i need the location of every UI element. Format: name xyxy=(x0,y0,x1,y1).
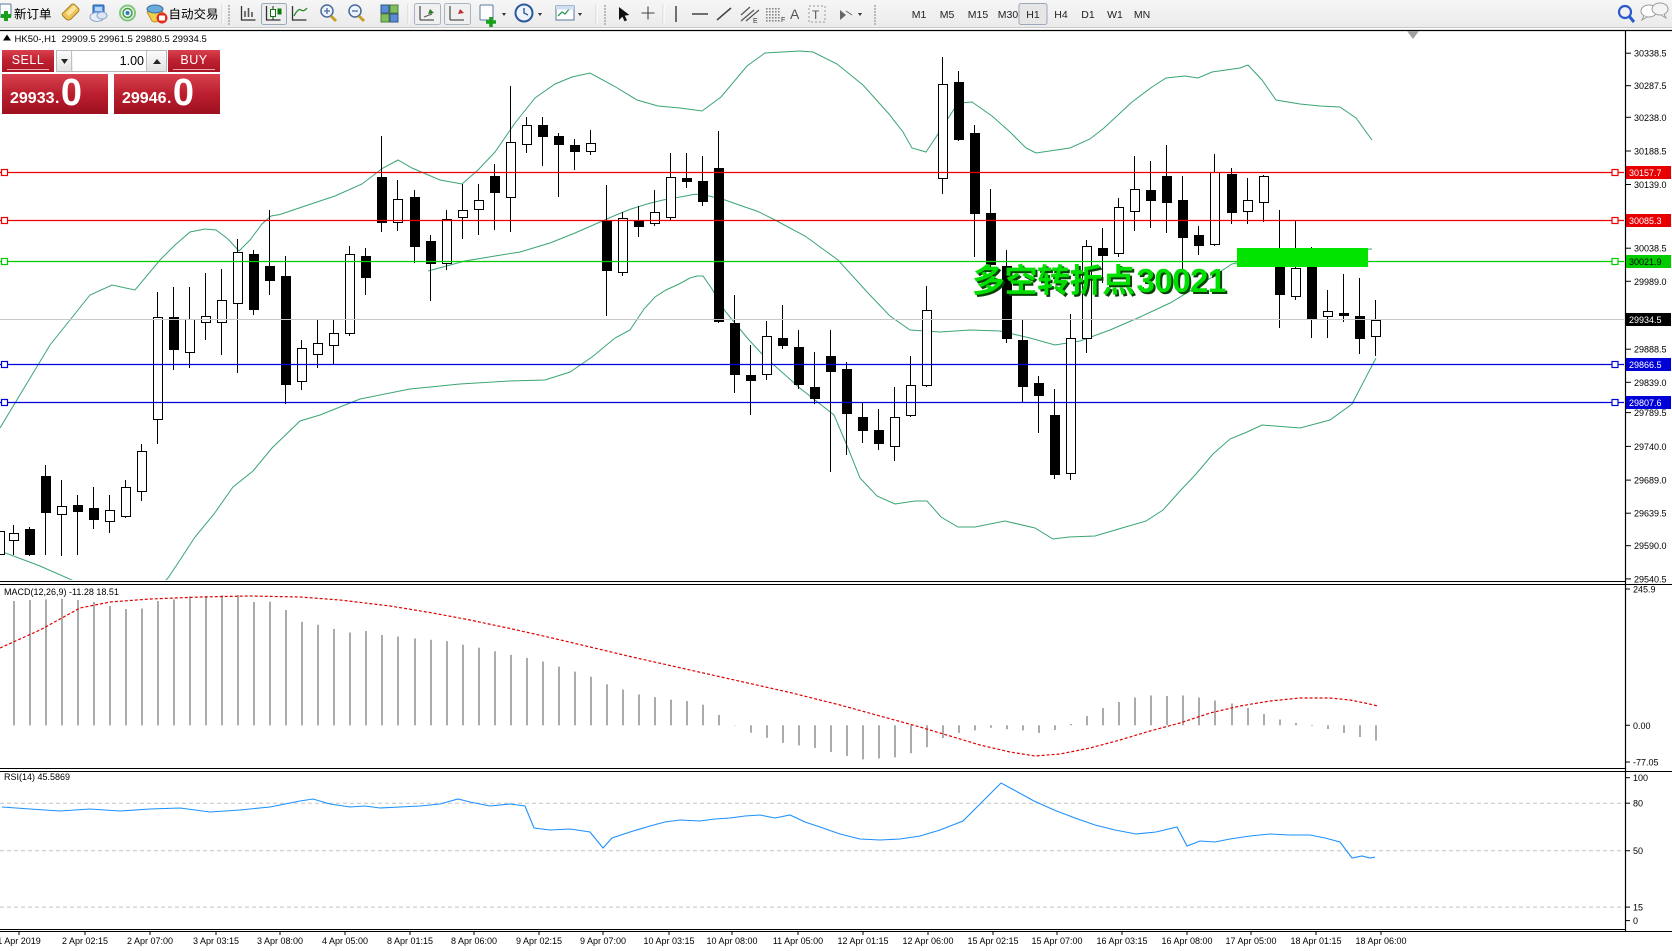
svg-text:12 Apr 06:00: 12 Apr 06:00 xyxy=(902,936,953,946)
svg-text:RSI(14) 45.5869: RSI(14) 45.5869 xyxy=(4,772,70,782)
svg-text:H4: H4 xyxy=(1054,9,1068,21)
svg-text:29839.0: 29839.0 xyxy=(1634,378,1667,388)
svg-text:245.9: 245.9 xyxy=(1633,585,1656,595)
svg-text:MN: MN xyxy=(1134,9,1150,21)
svg-text:H1: H1 xyxy=(1026,9,1040,21)
svg-text:29989.0: 29989.0 xyxy=(1634,277,1667,287)
svg-text:29888.5: 29888.5 xyxy=(1634,345,1667,355)
svg-text:A: A xyxy=(790,6,800,22)
svg-text:0.00: 0.00 xyxy=(1633,721,1651,731)
svg-text:HK50-,H1 29909.5 29961.5 2988: HK50-,H1 29909.5 29961.5 29880.5 29934.5 xyxy=(15,34,207,45)
svg-text:30238.0: 30238.0 xyxy=(1634,113,1667,123)
svg-text:29740.0: 29740.0 xyxy=(1634,442,1667,452)
svg-text:1 Apr 2019: 1 Apr 2019 xyxy=(0,936,41,946)
svg-text:W1: W1 xyxy=(1107,9,1123,21)
svg-text:17 Apr 05:00: 17 Apr 05:00 xyxy=(1225,936,1276,946)
svg-text:12 Apr 01:15: 12 Apr 01:15 xyxy=(837,936,888,946)
svg-text:M15: M15 xyxy=(968,9,989,21)
svg-text:29639.5: 29639.5 xyxy=(1634,509,1667,519)
svg-text:0: 0 xyxy=(1633,916,1638,926)
svg-text:9 Apr 02:15: 9 Apr 02:15 xyxy=(516,936,562,946)
svg-text:16 Apr 03:15: 16 Apr 03:15 xyxy=(1096,936,1147,946)
svg-text:M5: M5 xyxy=(940,9,955,21)
svg-text:3 Apr 08:00: 3 Apr 08:00 xyxy=(257,936,303,946)
svg-text:4 Apr 05:00: 4 Apr 05:00 xyxy=(322,936,368,946)
svg-text:29689.0: 29689.0 xyxy=(1634,476,1667,486)
svg-text:3 Apr 03:15: 3 Apr 03:15 xyxy=(193,936,239,946)
svg-text:-77.05: -77.05 xyxy=(1633,758,1659,768)
svg-text:30021: 30021 xyxy=(1139,264,1228,301)
svg-text:100: 100 xyxy=(1633,773,1648,783)
svg-text:29866.5: 29866.5 xyxy=(1629,360,1662,370)
svg-text:80: 80 xyxy=(1633,799,1643,809)
svg-text:18 Apr 01:15: 18 Apr 01:15 xyxy=(1290,936,1341,946)
svg-text:2 Apr 02:15: 2 Apr 02:15 xyxy=(62,936,108,946)
svg-text:9 Apr 07:00: 9 Apr 07:00 xyxy=(580,936,626,946)
svg-text:30139.0: 30139.0 xyxy=(1634,180,1667,190)
svg-text:30157.7: 30157.7 xyxy=(1629,168,1662,178)
svg-text:2 Apr 07:00: 2 Apr 07:00 xyxy=(127,936,173,946)
svg-text:30287.5: 30287.5 xyxy=(1634,81,1667,91)
svg-text:10 Apr 08:00: 10 Apr 08:00 xyxy=(706,936,757,946)
svg-text:MACD(12,26,9) -11.28 18.51: MACD(12,26,9) -11.28 18.51 xyxy=(4,587,119,597)
svg-text:29807.6: 29807.6 xyxy=(1629,398,1662,408)
svg-text:29789.5: 29789.5 xyxy=(1634,408,1667,418)
svg-text:50: 50 xyxy=(1633,846,1643,856)
svg-text:30338.5: 30338.5 xyxy=(1634,49,1667,59)
svg-text:15 Apr 07:00: 15 Apr 07:00 xyxy=(1031,936,1082,946)
svg-text:E: E xyxy=(753,18,758,25)
svg-text:16 Apr 08:00: 16 Apr 08:00 xyxy=(1161,936,1212,946)
svg-text:11 Apr 05:00: 11 Apr 05:00 xyxy=(773,936,823,946)
svg-text:30085.3: 30085.3 xyxy=(1629,216,1662,226)
svg-text:D1: D1 xyxy=(1081,9,1095,21)
svg-text:10 Apr 03:15: 10 Apr 03:15 xyxy=(643,936,694,946)
svg-text:30188.5: 30188.5 xyxy=(1634,147,1667,157)
svg-text:T: T xyxy=(812,8,820,22)
svg-text:29540.5: 29540.5 xyxy=(1634,574,1667,584)
svg-text:29934.5: 29934.5 xyxy=(1629,315,1662,325)
svg-text:M1: M1 xyxy=(912,9,927,21)
svg-text:30021.9: 30021.9 xyxy=(1629,257,1662,267)
svg-text:8 Apr 01:15: 8 Apr 01:15 xyxy=(387,936,433,946)
svg-text:F: F xyxy=(781,17,785,24)
svg-text:15: 15 xyxy=(1633,903,1643,913)
svg-text:29590.0: 29590.0 xyxy=(1634,541,1667,551)
svg-text:18 Apr 06:00: 18 Apr 06:00 xyxy=(1355,936,1406,946)
svg-text:30021: 30021 xyxy=(1137,262,1226,299)
svg-text:M30: M30 xyxy=(998,9,1019,21)
svg-text:30038.5: 30038.5 xyxy=(1634,244,1667,254)
svg-text:8 Apr 06:00: 8 Apr 06:00 xyxy=(451,936,497,946)
svg-text:15 Apr 02:15: 15 Apr 02:15 xyxy=(967,936,1018,946)
